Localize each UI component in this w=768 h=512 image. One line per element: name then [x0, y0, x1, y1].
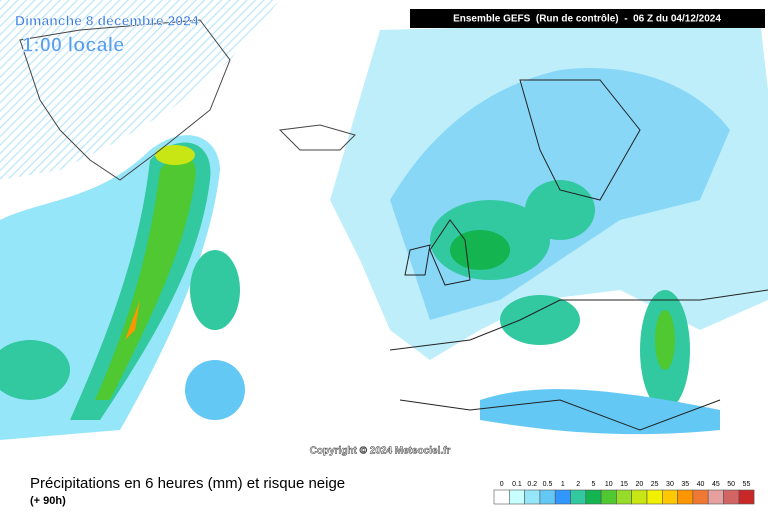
legend-swatch [493, 489, 510, 505]
legend-label: 2 [576, 481, 580, 488]
legend-label: 55 [743, 481, 751, 488]
legend-swatch [616, 489, 633, 505]
legend-label: 35 [681, 481, 689, 488]
legend-swatch [692, 489, 709, 505]
lead-time: (+ 90h) [30, 495, 66, 507]
legend: 0 0.1 0.2 0.5 1 2 5 10 15 20 25 30 35 40 45 50 55 [493, 481, 755, 505]
legend-swatch [524, 489, 541, 505]
copyright: Copyright © 2024 Meteociel.fr [310, 446, 451, 457]
legend-label: 20 [635, 481, 643, 488]
legend-label: 45 [712, 481, 720, 488]
legend-swatch [554, 489, 571, 505]
legend-label: 50 [727, 481, 735, 488]
legend-label: 0.2 [527, 481, 537, 488]
legend-swatch [570, 489, 587, 505]
legend-swatch [707, 489, 724, 505]
legend-label: 0 [500, 481, 504, 488]
legend-swatch [738, 489, 755, 505]
legend-swatch [677, 489, 694, 505]
header: Ensemble GEFS (Run de contrôle) - 06 Z d… [453, 14, 721, 25]
legend-swatch [600, 489, 617, 505]
legend-label: 5 [591, 481, 595, 488]
legend-label: 0.5 [543, 481, 553, 488]
legend-label: 30 [666, 481, 674, 488]
legend-label: 1 [561, 481, 565, 488]
legend-swatch [508, 489, 525, 505]
caption: Précipitations en 6 heures (mm) et risqu… [30, 475, 345, 492]
legend-swatch [646, 489, 663, 505]
header-box [410, 9, 765, 28]
legend-swatch [661, 489, 678, 505]
legend-label: 15 [620, 481, 628, 488]
legend-label: 10 [605, 481, 613, 488]
legend-swatch [539, 489, 556, 505]
legend-swatch [631, 489, 648, 505]
legend-swatch [585, 489, 602, 505]
legend-swatch [723, 489, 740, 505]
legend-label: 25 [651, 481, 659, 488]
legend-label: 40 [697, 481, 705, 488]
local-time: 1:00 locale [22, 34, 124, 56]
map-area [0, 0, 768, 440]
date-title: Dimanche 8 décembre 2024 [15, 13, 199, 29]
legend-label: 0.1 [512, 481, 522, 488]
